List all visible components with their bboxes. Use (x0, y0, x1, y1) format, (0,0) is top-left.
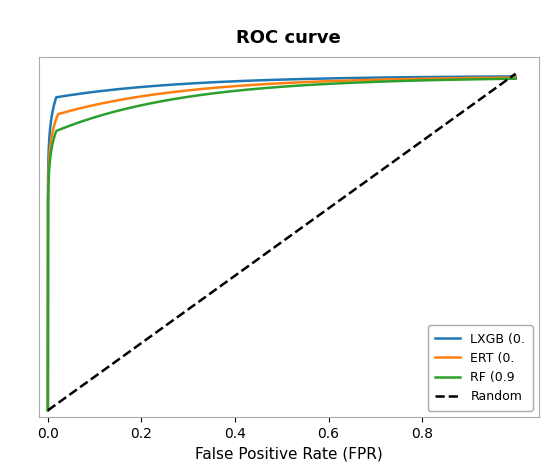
RF (0.9 (45, 408, 51, 413)
Line: ERT (0.: ERT (0. (48, 78, 515, 410)
LXGB (0. (512, 73, 519, 79)
RF (0.9 (348, 80, 354, 86)
ERT (0. (152, 91, 158, 97)
RF (0.9 (45, 177, 52, 183)
RF (0.9 (250, 86, 256, 92)
RF (0.9 (512, 76, 519, 82)
Line: RF (0.9: RF (0.9 (48, 79, 515, 410)
LXGB (0. (45, 150, 52, 155)
ERT (0. (45, 170, 52, 176)
LXGB (0. (250, 78, 256, 83)
RF (0.9 (45, 183, 52, 189)
ERT (0. (46, 164, 52, 169)
LXGB (0. (45, 156, 52, 162)
ERT (0. (251, 82, 257, 88)
Line: LXGB (0.: LXGB (0. (48, 76, 515, 410)
ERT (0. (45, 408, 51, 413)
LXGB (0. (45, 408, 51, 413)
RF (0.9 (151, 100, 157, 106)
LXGB (0. (264, 77, 271, 83)
ERT (0. (348, 78, 355, 83)
RF (0.9 (264, 85, 271, 91)
ERT (0. (265, 81, 271, 87)
X-axis label: False Positive Rate (FPR): False Positive Rate (FPR) (195, 447, 383, 461)
LXGB (0. (151, 83, 157, 89)
Title: ROC curve: ROC curve (236, 29, 341, 47)
LXGB (0. (348, 75, 354, 81)
Legend: LXGB (0., ERT (0., RF (0.9, Random: LXGB (0., ERT (0., RF (0.9, Random (428, 325, 533, 411)
ERT (0. (512, 75, 519, 81)
